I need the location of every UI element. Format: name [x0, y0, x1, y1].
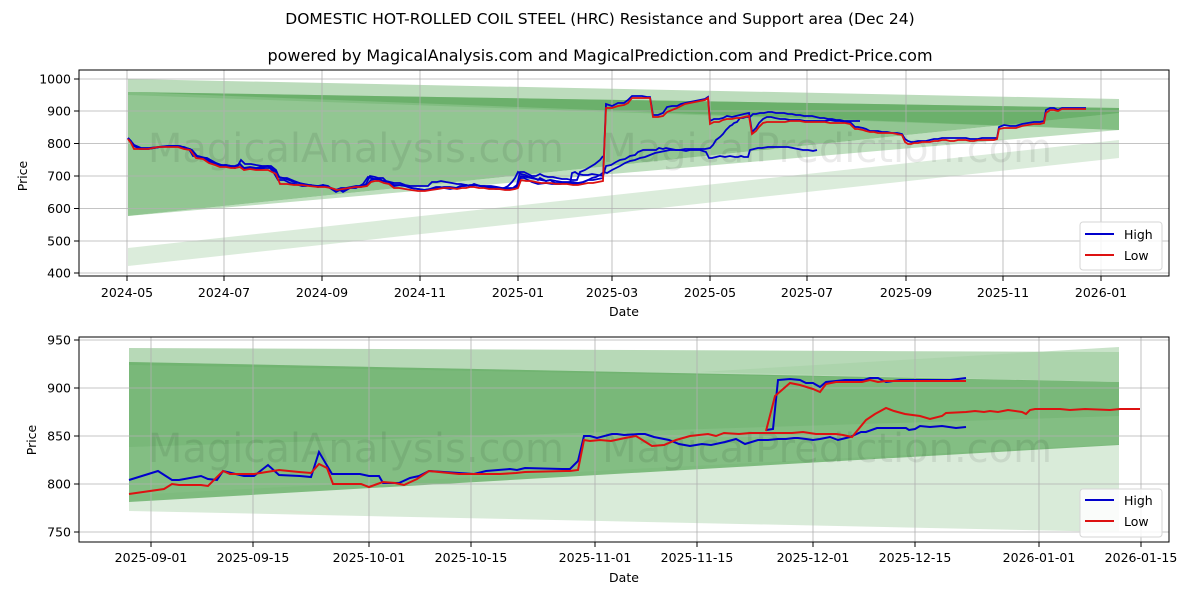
top-x-label: Date [609, 304, 639, 319]
bottom-bands [129, 347, 1119, 532]
bottom-y-ticks: 950 900 850 800 750 [47, 333, 79, 540]
svg-text:2024-05: 2024-05 [101, 285, 153, 300]
svg-text:2025-09-01: 2025-09-01 [115, 550, 188, 565]
bottom-band-light-lower [129, 444, 1119, 532]
svg-text:400: 400 [47, 266, 71, 281]
svg-text:2026-01-15: 2026-01-15 [1105, 550, 1178, 565]
bottom-axes-frame [78, 336, 1170, 543]
svg-text:2024-07: 2024-07 [198, 285, 250, 300]
bottom-x-ticks: 2025-09-01 2025-09-15 2025-10-01 2025-10… [115, 542, 1178, 565]
top-watermark: MagicalAnalysis.com MagicalPrediction.co… [148, 126, 1052, 172]
bottom-watermark: MagicalAnalysis.com MagicalPrediction.co… [148, 426, 1052, 472]
svg-text:2025-11-01: 2025-11-01 [559, 550, 632, 565]
svg-text:700: 700 [47, 169, 71, 184]
svg-text:2024-09: 2024-09 [296, 285, 348, 300]
svg-text:2025-09-15: 2025-09-15 [217, 550, 290, 565]
bottom-low-series [128, 406, 1140, 495]
bottom-band-upper-right [700, 347, 1119, 382]
svg-text:2025-09: 2025-09 [880, 285, 932, 300]
bottom-grid [79, 337, 1169, 542]
bottom-chart: MagicalAnalysis.com MagicalPrediction.co… [24, 333, 1177, 586]
svg-text:850: 850 [47, 429, 71, 444]
bottom-x-label: Date [609, 570, 639, 585]
chart-subtitle: powered by MagicalAnalysis.com and Magic… [267, 46, 933, 65]
bottom-legend: High Low [1079, 488, 1163, 538]
svg-text:600: 600 [47, 201, 71, 216]
svg-text:1000: 1000 [39, 72, 71, 87]
svg-text:900: 900 [47, 381, 71, 396]
svg-text:2025-12-01: 2025-12-01 [777, 550, 850, 565]
top-legend: High Low [1079, 221, 1163, 271]
bottom-y-label: Price [24, 424, 39, 455]
svg-text:2025-10-01: 2025-10-01 [333, 550, 406, 565]
svg-text:2025-11: 2025-11 [977, 285, 1029, 300]
svg-text:950: 950 [47, 333, 71, 348]
svg-text:900: 900 [47, 104, 71, 119]
top-y-label: Price [15, 160, 30, 191]
top-chart: MagicalAnalysis.com MagicalPrediction.co… [15, 69, 1170, 319]
svg-text:2024-11: 2024-11 [394, 285, 446, 300]
svg-text:2025-12-15: 2025-12-15 [879, 550, 952, 565]
legend-high-label: High [1124, 493, 1153, 508]
legend-high-label: High [1124, 227, 1153, 242]
top-band-light-lower [128, 140, 1119, 266]
svg-text:2026-01: 2026-01 [1075, 285, 1127, 300]
bottom-band-dark-overlay [129, 362, 1119, 447]
top-low-series [127, 96, 1086, 192]
top-x-ticks: 2024-05 2024-07 2024-09 2024-11 2025-01 … [101, 276, 1127, 300]
svg-text:750: 750 [47, 525, 71, 540]
top-axes-frame [78, 69, 1170, 277]
top-high-line-2025 [517, 146, 818, 186]
bottom-band-dark-main [129, 362, 1119, 502]
svg-text:2026-01-01: 2026-01-01 [1003, 550, 1076, 565]
svg-text:800: 800 [47, 136, 71, 151]
svg-text:2025-03: 2025-03 [586, 285, 638, 300]
bottom-low-late [765, 378, 966, 432]
top-grid [79, 70, 1169, 276]
top-y-ticks: 1000 900 800 700 600 500 400 [39, 72, 79, 281]
legend-low-label: Low [1124, 248, 1149, 263]
legend-low-label: Low [1124, 514, 1149, 529]
svg-text:2025-01: 2025-01 [492, 285, 544, 300]
top-band-dark-main [128, 92, 1119, 216]
svg-text:500: 500 [47, 234, 71, 249]
svg-text:2025-10-15: 2025-10-15 [435, 550, 508, 565]
svg-text:2025-05: 2025-05 [684, 285, 736, 300]
svg-text:800: 800 [47, 477, 71, 492]
svg-text:2025-07: 2025-07 [781, 285, 833, 300]
bottom-high-series [128, 424, 967, 484]
chart-title: DOMESTIC HOT-ROLLED COIL STEEL (HRC) Res… [285, 10, 915, 28]
svg-text:2025-11-15: 2025-11-15 [661, 550, 734, 565]
